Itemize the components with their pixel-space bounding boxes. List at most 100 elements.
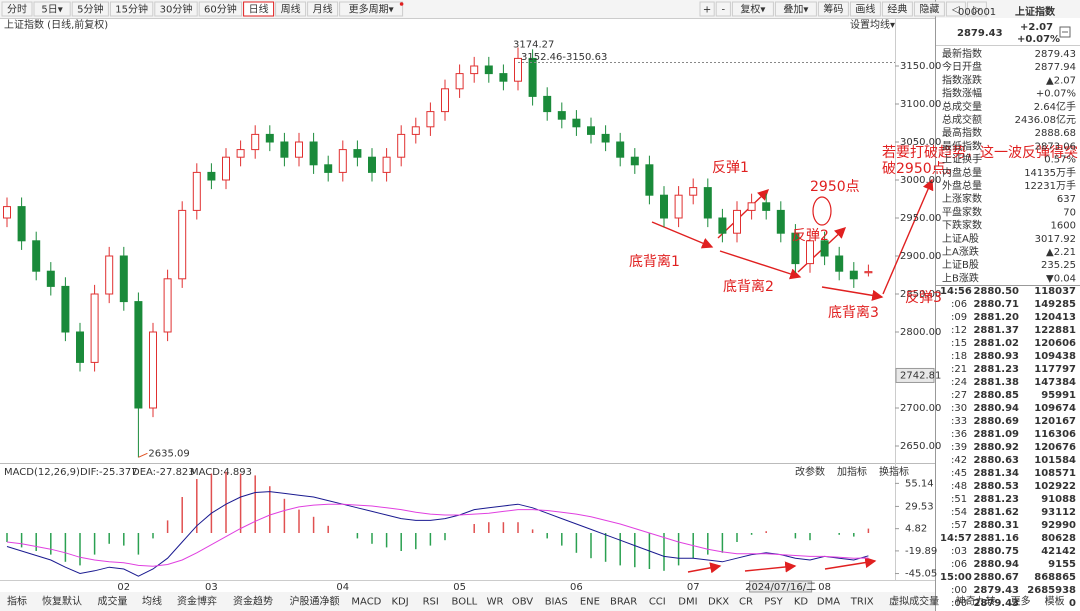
- tool-button[interactable]: [945, 1, 966, 17]
- indicator-tab[interactable]: 神奇九转: [956, 595, 996, 608]
- candle-body: [192, 171, 201, 211]
- candle-body: [119, 255, 128, 303]
- indicator-tab[interactable]: 模板: [1045, 595, 1065, 608]
- indicator-tab[interactable]: 沪股通净额: [290, 595, 340, 608]
- period-tab[interactable]: [1, 1, 33, 17]
- indicator-tab[interactable]: 资金博弈: [177, 595, 217, 608]
- indicator-tab[interactable]: DMI: [678, 597, 697, 608]
- period-tab[interactable]: [33, 1, 71, 17]
- tool-button[interactable]: [849, 1, 881, 17]
- indicator-tab[interactable]: 成交量: [98, 595, 128, 608]
- indicator-tab[interactable]: DKX: [708, 597, 729, 608]
- tool-label[interactable]: 复权▾: [740, 3, 765, 16]
- tool-label[interactable]: ▷: [973, 5, 981, 16]
- indicator-tab[interactable]: 虚拟成交量: [889, 595, 939, 608]
- period-tab-label[interactable]: 分时: [7, 4, 27, 16]
- indicator-tab[interactable]: 恢复默认: [42, 595, 82, 608]
- y-tick-label: 3000.00: [900, 175, 941, 186]
- indicator-button[interactable]: 加指标: [837, 465, 867, 478]
- trade-time: :06: [951, 299, 967, 310]
- tool-label[interactable]: 画线: [855, 3, 875, 16]
- indicator-tab[interactable]: 更多: [1011, 595, 1031, 608]
- quote-value: 2879.43: [1035, 49, 1076, 60]
- quote-value: ▲2.07: [1046, 75, 1076, 86]
- tool-label[interactable]: 叠加▾: [783, 4, 808, 16]
- indicator-button[interactable]: 改参数: [795, 465, 825, 478]
- indicator-tab[interactable]: 均线: [142, 595, 162, 608]
- trade-price: 2881.62: [973, 507, 1019, 518]
- collapse-icon[interactable]: [1059, 26, 1071, 38]
- candle-body: [105, 255, 114, 295]
- period-tab-label[interactable]: 30分钟: [160, 3, 193, 16]
- indicator-button[interactable]: 换指标: [879, 465, 909, 478]
- candle-body: [630, 156, 639, 166]
- candle-body: [90, 293, 99, 363]
- indicator-tab[interactable]: MACD: [351, 597, 381, 608]
- period-tab-label[interactable]: 更多周期▾: [349, 3, 394, 16]
- tool-label[interactable]: ◁: [952, 5, 960, 16]
- x-tick-label: 02: [117, 582, 130, 593]
- candle-body: [309, 141, 318, 166]
- tool-button[interactable]: [881, 1, 913, 17]
- trade-volume: 120606: [1034, 338, 1076, 349]
- indicator-tab[interactable]: KDJ: [391, 597, 408, 608]
- indicator-tab[interactable]: CCI: [649, 597, 666, 608]
- indicator-tab[interactable]: BIAS: [545, 597, 568, 608]
- indicator-tab[interactable]: WR: [487, 597, 504, 608]
- period-tab[interactable]: [307, 1, 339, 17]
- indicator-tab[interactable]: 指标: [7, 595, 27, 608]
- tool-button[interactable]: [715, 1, 731, 17]
- period-tab[interactable]: [275, 1, 307, 17]
- indicator-tab[interactable]: PSY: [764, 597, 783, 608]
- period-tab-label[interactable]: 15分钟: [115, 3, 148, 16]
- indicator-tab[interactable]: DMA: [817, 597, 840, 608]
- tool-label[interactable]: -: [721, 5, 725, 16]
- indicator-tab[interactable]: ENE: [580, 597, 600, 608]
- indicator-tab[interactable]: CR: [739, 597, 753, 608]
- period-tab[interactable]: [339, 1, 404, 17]
- tool-button[interactable]: [966, 1, 987, 17]
- period-tab[interactable]: [243, 1, 275, 17]
- period-tab[interactable]: [109, 1, 154, 17]
- period-tab-label[interactable]: 周线: [281, 3, 301, 16]
- y-tick-label: -45.05: [905, 569, 937, 580]
- tool-label[interactable]: 隐藏: [919, 4, 939, 16]
- candle-body: [776, 209, 785, 234]
- period-tab[interactable]: [198, 1, 243, 17]
- trade-time: 14:57: [940, 533, 972, 544]
- indicator-tab[interactable]: KD: [794, 597, 809, 608]
- tool-label[interactable]: +: [703, 5, 711, 16]
- tool-button[interactable]: [774, 1, 817, 17]
- period-tab-label[interactable]: 5日▾: [41, 5, 62, 16]
- indicator-tab[interactable]: 资金趋势: [233, 595, 273, 608]
- period-tab-label[interactable]: 日线: [249, 3, 269, 16]
- period-tab-label[interactable]: 5分钟: [77, 3, 103, 16]
- candle-body: [397, 133, 406, 158]
- candle-body: [455, 73, 464, 90]
- candle-body: [222, 156, 230, 181]
- tool-button[interactable]: [817, 1, 849, 17]
- stock-code: 000001: [958, 7, 996, 18]
- period-tab-label[interactable]: 60分钟: [204, 3, 237, 16]
- indicator-tab[interactable]: BOLL: [452, 597, 478, 608]
- low-label: 2635.09: [148, 448, 189, 459]
- indicator-tab[interactable]: RSI: [423, 597, 439, 608]
- arrow: [687, 562, 722, 574]
- trade-volume: 42142: [1041, 546, 1076, 557]
- period-tab[interactable]: [154, 1, 198, 17]
- tool-label[interactable]: 筹码: [823, 3, 843, 16]
- candle-body: [441, 88, 449, 113]
- quote-value: 70: [1063, 207, 1076, 218]
- period-tab[interactable]: [71, 1, 109, 17]
- ma-setting[interactable]: 设置均线▾: [850, 18, 895, 31]
- tool-button[interactable]: [731, 1, 774, 17]
- macd-title: MACD(12,26,9): [4, 467, 80, 478]
- period-tab-label[interactable]: 月线: [313, 3, 333, 16]
- indicator-tab[interactable]: TRIX: [850, 597, 874, 608]
- tool-button[interactable]: [699, 1, 715, 17]
- indicator-tab[interactable]: BRAR: [610, 597, 637, 608]
- indicator-tab[interactable]: OBV: [512, 597, 533, 608]
- tool-button[interactable]: [913, 1, 945, 17]
- tool-label[interactable]: 经典: [887, 3, 907, 16]
- quote-value: 2873.06: [1035, 141, 1076, 152]
